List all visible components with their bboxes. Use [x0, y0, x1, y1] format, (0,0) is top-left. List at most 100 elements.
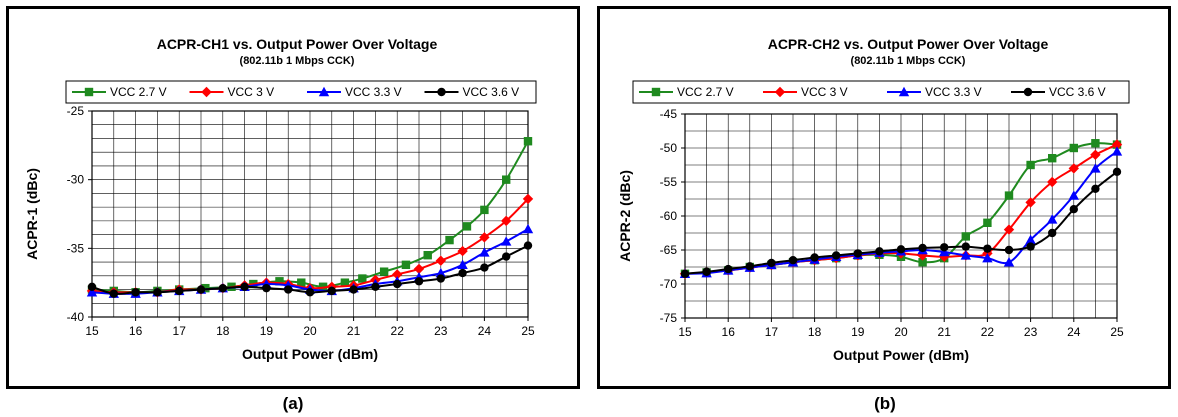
data-point-vcc-2-7-v: [1069, 143, 1078, 153]
legend-marker-vcc-2-7-v: [651, 87, 661, 97]
caption-b: (b): [874, 394, 896, 413]
data-point-vcc-3-3-v: [960, 250, 971, 260]
data-point-vcc-2-7-v: [358, 274, 367, 283]
chart-subtitle: (802.11b 1 Mbps CCK): [851, 55, 966, 67]
data-point-vcc-3-3-v: [501, 236, 512, 246]
data-point-vcc-3-3-v: [1111, 146, 1123, 156]
legend-box: [632, 80, 1130, 104]
data-point-vcc-3-v: [479, 232, 490, 243]
data-point-vcc-3-6-v: [983, 244, 992, 253]
data-point-vcc-3-6-v: [436, 274, 445, 283]
chart-title: ACPR-CH2 vs. Output Power Over Voltage: [768, 36, 1049, 52]
data-point-vcc-3-6-v: [767, 258, 776, 268]
data-point-vcc-3-6-v: [371, 282, 380, 291]
data-point-vcc-3-3-v: [1068, 190, 1079, 200]
x-tick-label: 15: [85, 324, 99, 338]
y-axis-title: ACPR-1 (dBc): [24, 168, 40, 260]
x-tick-label: 19: [260, 324, 274, 338]
data-point-vcc-2-7-v: [445, 235, 454, 245]
x-tick-label: 17: [173, 324, 187, 338]
legend-marker-vcc-3-v: [201, 86, 212, 98]
data-point-vcc-3-3-v: [522, 223, 534, 234]
legend-box: [65, 80, 537, 104]
chart-title: ACPR-CH1 vs. Output Power Over Voltage: [157, 36, 438, 52]
data-point-vcc-3-6-v: [480, 263, 489, 272]
data-point-vcc-3-v: [1047, 176, 1058, 188]
y-tick-label: -60: [660, 209, 678, 223]
data-point-vcc-3-6-v: [523, 241, 533, 250]
chart-panel-acpr-ch2: ACPR-CH2 vs. Output Power Over Voltage (8…: [597, 6, 1171, 389]
data-point-vcc-3-6-v: [131, 288, 140, 297]
legend-label-vcc-2-7-v: VCC 2.7 V: [110, 85, 167, 99]
data-point-vcc-3-3-v: [86, 287, 98, 297]
x-tick-label: 24: [478, 324, 492, 338]
legend-marker-vcc-3-6-v: [437, 87, 446, 97]
data-point-vcc-2-7-v: [462, 222, 472, 231]
data-point-vcc-2-7-v: [1026, 160, 1035, 170]
data-point-vcc-3-6-v: [875, 247, 884, 256]
x-tick-label: 17: [765, 325, 779, 339]
acpr-ch1-chart: ACPR-CH1 vs. Output Power Over Voltage (8…: [24, 36, 537, 362]
x-tick-label: 23: [434, 324, 448, 338]
y-tick-label: -30: [67, 173, 85, 187]
x-tick-label: 25: [521, 324, 535, 338]
x-tick-label: 25: [1110, 325, 1124, 339]
data-point-vcc-2-7-v: [275, 277, 284, 286]
data-point-vcc-3-6-v: [175, 286, 184, 296]
data-point-vcc-3-6-v: [961, 242, 970, 251]
x-tick-label: 22: [391, 324, 405, 338]
data-point-vcc-2-7-v: [983, 218, 992, 227]
data-point-vcc-2-7-v: [502, 175, 511, 184]
x-tick-label: 18: [808, 325, 822, 339]
legend-label-vcc-3-3-v: VCC 3.3 V: [925, 85, 982, 99]
data-point-vcc-3-6-v: [305, 288, 315, 297]
data-point-vcc-3-6-v: [262, 283, 271, 293]
data-point-vcc-2-7-v: [1048, 154, 1057, 163]
data-point-vcc-3-6-v: [1004, 245, 1014, 255]
data-point-vcc-2-7-v: [523, 137, 533, 146]
data-point-vcc-3-3-v: [1025, 234, 1036, 244]
data-point-vcc-3-6-v: [284, 285, 293, 294]
data-point-vcc-3-6-v: [918, 243, 927, 253]
x-tick-label: 16: [129, 324, 143, 338]
legend-label-vcc-3-3-v: VCC 3.3 V: [345, 85, 402, 99]
data-point-vcc-3-3-v: [982, 252, 993, 263]
data-point-vcc-3-6-v: [810, 253, 819, 262]
data-point-vcc-3-6-v: [1112, 167, 1122, 176]
data-point-vcc-3-3-v: [1090, 163, 1101, 173]
data-point-vcc-3-v: [413, 263, 425, 275]
data-point-vcc-2-7-v: [1091, 139, 1100, 148]
data-point-vcc-3-6-v: [702, 267, 711, 276]
data-point-vcc-3-6-v: [502, 252, 511, 261]
data-point-vcc-2-7-v: [961, 232, 970, 241]
y-tick-label: -75: [660, 311, 678, 325]
data-point-vcc-3-6-v: [349, 285, 358, 294]
legend-label-vcc-3-v: VCC 3 V: [228, 85, 275, 99]
data-point-vcc-2-7-v: [480, 205, 489, 215]
data-point-vcc-3-3-v: [457, 259, 468, 270]
x-tick-label: 21: [347, 324, 361, 338]
data-point-vcc-2-7-v: [340, 278, 350, 287]
data-point-vcc-3-6-v: [327, 286, 336, 296]
data-point-vcc-2-7-v: [201, 283, 210, 293]
y-tick-label: -70: [660, 277, 678, 291]
data-point-vcc-3-6-v: [788, 256, 798, 265]
data-point-vcc-3-6-v: [1069, 205, 1078, 214]
legend-marker-vcc-3-v: [774, 86, 786, 98]
x-tick-label: 21: [938, 325, 952, 339]
data-point-vcc-3-6-v: [745, 262, 754, 271]
data-point-vcc-3-6-v: [680, 269, 690, 278]
x-tick-label: 23: [1024, 325, 1038, 339]
legend-label-vcc-3-6-v: VCC 3.6 V: [1049, 85, 1106, 99]
data-point-vcc-3-6-v: [153, 288, 162, 297]
caption-a: (a): [282, 394, 304, 413]
data-point-vcc-3-6-v: [458, 268, 467, 278]
x-tick-label: 20: [303, 324, 317, 338]
acpr-ch2-chart: ACPR-CH2 vs. Output Power Over Voltage (8…: [617, 36, 1130, 363]
data-point-vcc-3-6-v: [109, 289, 119, 298]
data-point-vcc-3-6-v: [414, 277, 424, 286]
data-point-vcc-3-6-v: [724, 264, 733, 274]
x-tick-label: 16: [722, 325, 736, 339]
y-tick-label: -35: [67, 241, 85, 255]
x-tick-label: 22: [981, 325, 995, 339]
